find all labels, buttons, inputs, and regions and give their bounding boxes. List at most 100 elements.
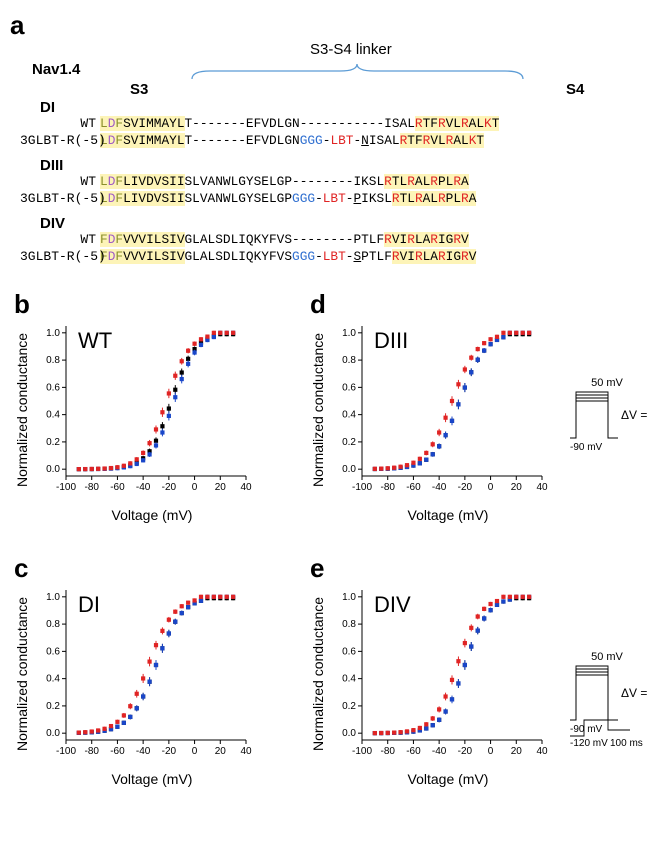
data-point: [192, 598, 196, 602]
xlabel: Voltage (mV): [32, 771, 272, 787]
svg-text:20: 20: [511, 482, 523, 493]
data-point: [212, 595, 216, 599]
data-point: [115, 720, 119, 724]
data-point: [135, 706, 139, 710]
sequence-segment: VL: [430, 133, 445, 148]
data-point: [109, 724, 113, 728]
data-point: [373, 467, 377, 471]
svg-text:0.2: 0.2: [46, 437, 60, 448]
panel-letter-e: e: [310, 553, 650, 584]
data-point: [141, 694, 145, 698]
row-label: WT: [20, 231, 96, 248]
svg-text:-40: -40: [432, 746, 447, 757]
sequence-segment: R: [407, 174, 415, 189]
sequence-row: 3GLBT-R(-5)LDFSVIMMAYLT-------EFVDLGNGGG…: [100, 132, 650, 149]
svg-text:0.4: 0.4: [46, 410, 60, 421]
data-point: [77, 730, 81, 734]
panel-letter-c: c: [14, 553, 292, 584]
data-point: [463, 385, 467, 389]
data-point: [443, 433, 447, 437]
data-point: [128, 461, 132, 465]
data-point: [96, 728, 100, 732]
data-point: [463, 367, 467, 371]
sequence-segment: AL: [469, 116, 484, 131]
panel-name-inside: WT: [78, 328, 112, 353]
data-point: [398, 465, 402, 469]
panel-name-inside: DIII: [374, 328, 408, 353]
data-point: [424, 722, 428, 726]
sequence-segment: ISAL: [369, 133, 400, 148]
sequence-segment: A: [461, 174, 469, 189]
svg-text:-20: -20: [162, 746, 177, 757]
svg-text:-100: -100: [56, 482, 76, 493]
sequence-segment: R: [430, 174, 438, 189]
svg-text:0.0: 0.0: [46, 464, 60, 475]
sequence-segment: TF: [407, 133, 422, 148]
sequence-segment: VVVILSIV: [123, 232, 184, 247]
data-point: [527, 331, 531, 335]
data-point: [488, 602, 492, 606]
ylabel: Normalized conductance: [14, 584, 30, 764]
sequence-segment: GGG: [300, 133, 323, 148]
data-point: [231, 331, 235, 335]
data-point: [501, 595, 505, 599]
svg-text:1.0: 1.0: [46, 592, 60, 603]
data-point: [192, 342, 196, 346]
data-point: [154, 443, 158, 447]
data-point: [180, 604, 184, 608]
gv-plot-d: -100-80-60-40-20020400.00.20.40.60.81.0D…: [328, 320, 548, 500]
data-point: [482, 341, 486, 345]
data-point: [443, 709, 447, 713]
svg-text:0.2: 0.2: [342, 701, 356, 712]
panel-letter-d: d: [310, 289, 650, 320]
data-point: [411, 728, 415, 732]
sequence-segment: F: [115, 133, 123, 148]
svg-text:0.0: 0.0: [46, 728, 60, 739]
sequence-segment: SVIMMAYL: [123, 116, 184, 131]
svg-text:0.8: 0.8: [342, 619, 356, 630]
data-point: [218, 595, 222, 599]
data-point: [154, 663, 158, 667]
data-point: [456, 659, 460, 663]
data-point: [463, 641, 467, 645]
sequence-segment: R: [438, 116, 446, 131]
svg-text:0.2: 0.2: [46, 701, 60, 712]
data-point: [392, 730, 396, 734]
svg-text:0.4: 0.4: [46, 674, 60, 685]
svg-text:1.0: 1.0: [46, 328, 60, 339]
data-point: [90, 729, 94, 733]
sequence-segment: SVIMMAYL: [123, 133, 184, 148]
sequence-segment: VL: [446, 116, 461, 131]
gv-plot-e: -100-80-60-40-20020400.00.20.40.60.81.0D…: [328, 584, 548, 764]
data-point: [192, 350, 196, 354]
data-point: [167, 391, 171, 395]
svg-text:1.0: 1.0: [342, 328, 356, 339]
sequence-segment: VVVILSIV: [123, 249, 184, 264]
data-point: [135, 457, 139, 461]
sequence-segment: R: [415, 191, 423, 206]
data-point: [379, 731, 383, 735]
svg-text:0: 0: [192, 482, 198, 493]
data-point: [463, 663, 467, 667]
data-point: [450, 399, 454, 403]
data-point: [469, 356, 473, 360]
svg-text:-20: -20: [458, 746, 473, 757]
data-point: [115, 725, 119, 729]
sequence-segment: R: [384, 232, 392, 247]
svg-text:0: 0: [488, 482, 494, 493]
data-point: [527, 595, 531, 599]
data-point: [160, 629, 164, 633]
sequence-segment: GGG: [292, 191, 315, 206]
svg-text:-80: -80: [380, 482, 395, 493]
sequence-segment: TF: [423, 116, 438, 131]
data-point: [180, 359, 184, 363]
sequence-segment: LIVDVSII: [123, 191, 184, 206]
data-point: [212, 331, 216, 335]
panel-name-inside: DI: [78, 592, 100, 617]
protocol-inset-e: 50 mVΔV = 5 mV-90 mV-120 mV100 ms: [564, 650, 650, 750]
data-point: [508, 595, 512, 599]
svg-text:-60: -60: [110, 746, 125, 757]
data-point: [476, 347, 480, 351]
data-point: [186, 601, 190, 605]
data-point: [373, 731, 377, 735]
